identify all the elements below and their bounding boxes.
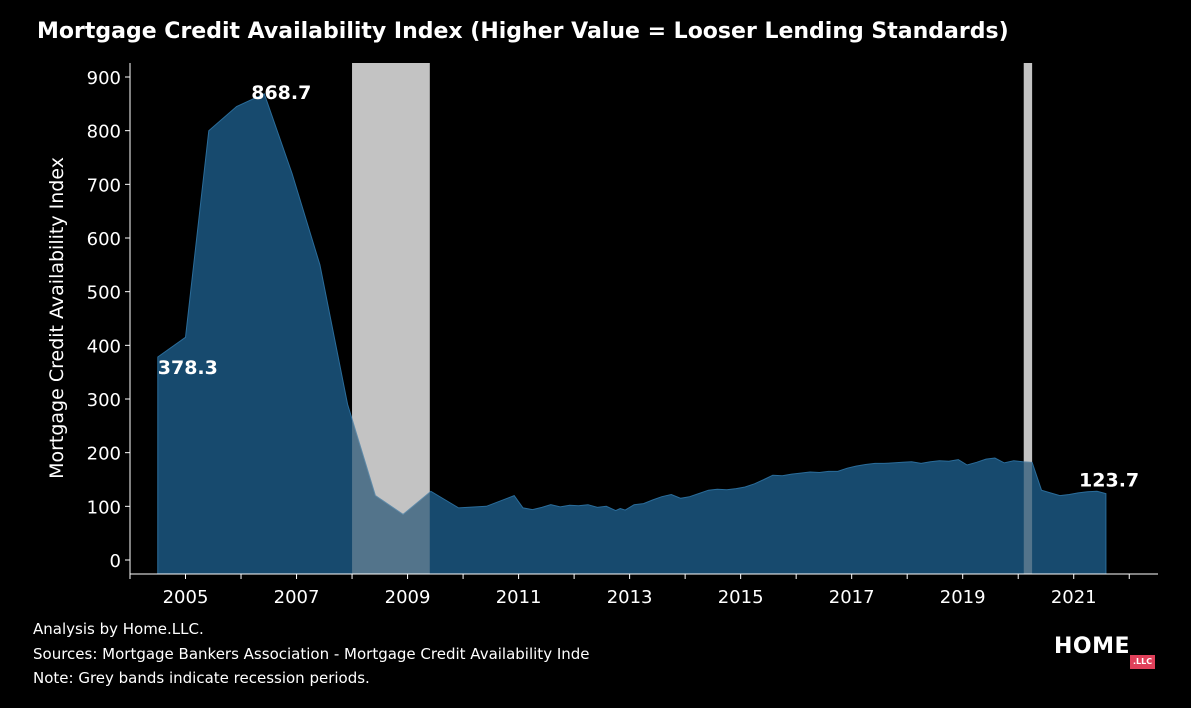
- chart-title: Mortgage Credit Availability Index (High…: [37, 19, 1009, 44]
- logo-word: HOME: [1054, 634, 1131, 659]
- y-ticks: 0 100 200 300 400 500 600 700 800 900: [87, 68, 130, 572]
- x-tick-label: 2013: [607, 587, 653, 608]
- y-tick-label: 500: [87, 283, 121, 304]
- annotations: 378.3 868.7 123.7: [158, 82, 1139, 492]
- annotation-label: 868.7: [251, 82, 311, 104]
- y-tick-label: 100: [87, 497, 121, 518]
- y-tick-label: 600: [87, 229, 121, 250]
- y-tick-label: 800: [87, 122, 121, 143]
- x-tick-label: 2015: [718, 587, 764, 608]
- footnote-analysis: Analysis by Home.LLC.: [33, 620, 204, 638]
- y-tick-label: 200: [87, 444, 121, 465]
- y-axis-label: Mortgage Credit Availability Index: [46, 157, 68, 479]
- mcai-area: [157, 93, 1107, 575]
- y-tick-label: 0: [110, 551, 121, 572]
- y-tick-label: 900: [87, 68, 121, 89]
- footnote-note: Note: Grey bands indicate recession peri…: [33, 669, 370, 687]
- area-layer: [157, 93, 1107, 575]
- band-overlays: [352, 63, 1033, 574]
- x-ticks: 2005 2007 2009 2011 2013 2015 2017 2019 2021: [129, 574, 1130, 608]
- x-tick-label: 2021: [1051, 587, 1097, 608]
- recession-band-1: [1023, 63, 1033, 574]
- x-tick-label: 2007: [274, 587, 320, 608]
- home-llc-logo: HOME .LLC: [1054, 634, 1156, 669]
- axes: [129, 63, 1158, 575]
- x-tick-label: 2011: [496, 587, 542, 608]
- x-tick-label: 2005: [163, 587, 209, 608]
- recession-band-overlay-1: [1023, 63, 1033, 574]
- annotation-label: 123.7: [1079, 470, 1139, 492]
- x-tick-label: 2017: [829, 587, 875, 608]
- annotation-label: 378.3: [158, 357, 218, 379]
- y-tick-label: 400: [87, 336, 121, 357]
- y-tick-label: 700: [87, 175, 121, 196]
- footnote-sources: Sources: Mortgage Bankers Association - …: [33, 645, 590, 663]
- y-tick-label: 300: [87, 390, 121, 411]
- recession-band-overlay-0: [352, 63, 430, 574]
- x-tick-label: 2009: [385, 587, 431, 608]
- logo-badge: .LLC: [1130, 655, 1156, 669]
- x-tick-label: 2019: [940, 587, 986, 608]
